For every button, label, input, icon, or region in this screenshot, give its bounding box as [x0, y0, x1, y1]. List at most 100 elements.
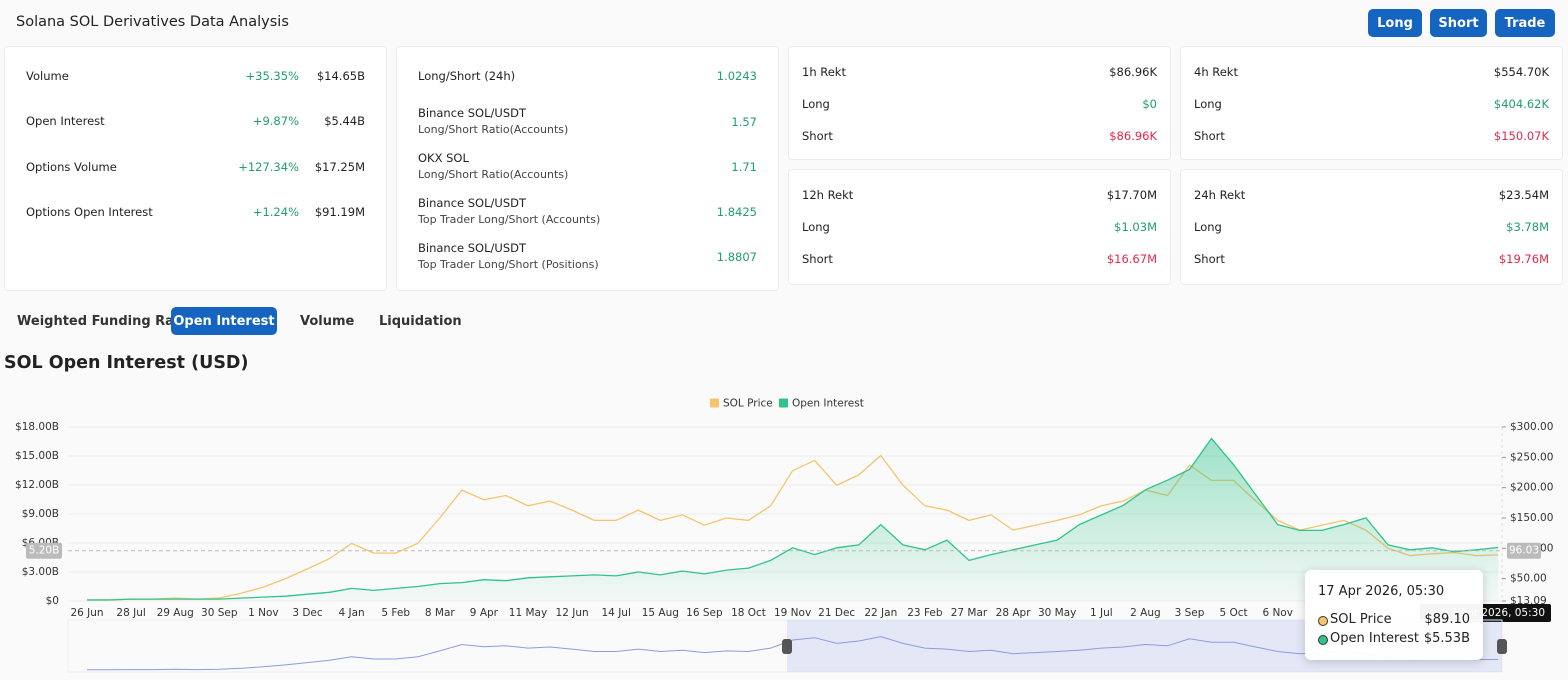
- rekt-short: $19.76M: [1498, 252, 1549, 266]
- y2-tick-label: $250.00: [1510, 451, 1553, 463]
- ratio-sublabel: Top Trader Long/Short (Positions): [418, 258, 599, 271]
- rekt-short-label: Short: [802, 252, 833, 266]
- stat-value: $17.25M: [314, 159, 365, 174]
- tooltip-dot: [1318, 635, 1328, 645]
- legend-swatch: [779, 398, 788, 408]
- rekt-long-label: Long: [1194, 97, 1222, 111]
- ratio-label: Binance SOL/USDT: [418, 106, 526, 120]
- tooltip-name: Open Interest: [1330, 631, 1419, 646]
- crosshair-label: 5.20B: [29, 545, 60, 557]
- rekt-title: 12h Rekt: [802, 188, 854, 202]
- stat-value: $14.65B: [316, 69, 365, 83]
- ratio-sublabel: Long/Short Ratio(Accounts): [418, 168, 569, 181]
- rekt-title: 1h Rekt: [802, 65, 846, 79]
- rekt-title: 24h Rekt: [1194, 188, 1246, 202]
- x-tick-label: 16 Sep: [686, 607, 723, 619]
- long-button[interactable]: Long: [1368, 9, 1422, 37]
- stats-card: Volume +35.35% $14.65B Open Interest +9.87% $…: [4, 46, 387, 291]
- x-tick-label: 28 Apr: [996, 607, 1032, 619]
- y-tick-label: $15.00B: [15, 450, 59, 462]
- x-tick-label: 12 Jun: [556, 607, 589, 619]
- rekt-short-label: Short: [1194, 252, 1225, 266]
- x-tick-label: 27 Mar: [951, 607, 988, 619]
- x-tick-label: 6 Nov: [1262, 607, 1293, 619]
- x-tick-label: 21 Dec: [818, 607, 855, 619]
- tooltip: 17 Apr 2026, 05:30 SOL Price $89.10 Open I…: [1305, 570, 1483, 660]
- rekt-total: $23.54M: [1498, 188, 1549, 202]
- rekt-short-label: Short: [1194, 129, 1225, 143]
- rekt-long: $404.62K: [1493, 97, 1549, 111]
- x-tick-label: 29 Aug: [157, 607, 194, 619]
- legend-label: Open Interest: [792, 398, 864, 410]
- y-tick-label: $0: [46, 595, 59, 607]
- x-tick-label: 5 Feb: [381, 607, 410, 619]
- x-tick-label: 22 Jan: [864, 607, 897, 619]
- ratio-value: 1.57: [731, 115, 757, 129]
- navigator-handle: [782, 639, 792, 654]
- y-tick-label: $12.00B: [15, 479, 59, 491]
- tab[interactable]: Weighted Funding Rate: [17, 313, 189, 329]
- x-tick-label: 26 Jun: [70, 607, 103, 619]
- x-tick-label: 15 Aug: [642, 607, 679, 619]
- x-tick-label: 30 Sep: [201, 607, 238, 619]
- crosshair-box: [26, 542, 62, 559]
- ratio-label: Long/Short (24h): [418, 69, 516, 83]
- tooltip-dot: [1318, 616, 1328, 626]
- rekt-total: $86.96K: [1109, 65, 1157, 79]
- stat-change: +9.87%: [252, 114, 299, 129]
- stat-change: +35.35%: [245, 69, 300, 83]
- rekt-long-label: Long: [802, 220, 830, 234]
- x-tick-label: 1 Jul: [1090, 607, 1113, 619]
- ratio-sublabel: Long/Short Ratio(Accounts): [418, 123, 569, 136]
- short-button[interactable]: Short: [1430, 9, 1487, 37]
- x-tick-label: 30 May: [1038, 607, 1076, 619]
- ratio-label: OKX SOL: [418, 151, 469, 165]
- y2-tick-label: $300.00: [1510, 421, 1553, 433]
- stat-value: $91.19M: [314, 204, 365, 219]
- ratio-value: 1.71: [731, 160, 757, 174]
- chart-title: SOL Open Interest (USD): [4, 353, 249, 373]
- tab[interactable]: Volume: [300, 313, 355, 329]
- x-tick-label: 19 Nov: [774, 607, 811, 619]
- ratio-sublabel: Top Trader Long/Short (Accounts): [418, 213, 601, 226]
- stat-label: Volume: [26, 69, 69, 83]
- crosshair-box: [1507, 542, 1541, 559]
- area: [87, 438, 1499, 601]
- rekt-card: 12h Rekt $17.70M Long $1.03M Short $16.67M: [788, 169, 1171, 285]
- rekt-short: $86.96K: [1109, 129, 1157, 143]
- navigator-handle: [1497, 639, 1507, 654]
- x-tick-label: 23 Feb: [907, 607, 943, 619]
- page-title: Solana SOL Derivatives Data Analysis: [16, 14, 289, 30]
- x-tick-label: 11 May: [509, 607, 547, 619]
- ratio-card: Long/Short (24h) 1.0243 Binance SOL/USDT Lo…: [396, 46, 779, 291]
- ratio-label: Binance SOL/USDT: [418, 241, 526, 255]
- tooltip-value: $5.53B: [1423, 631, 1470, 646]
- tab-active[interactable]: Open Interest: [171, 307, 277, 335]
- stat-value: $5.44B: [324, 114, 365, 129]
- y-tick-label: $9.00B: [22, 508, 59, 520]
- rekt-short: $150.07K: [1493, 129, 1549, 143]
- x-tick-label: 28 Jul: [116, 607, 145, 619]
- rekt-title: 4h Rekt: [1194, 65, 1238, 79]
- x-tick-label: 14 Jul: [602, 607, 631, 619]
- rekt-long: $1.03M: [1114, 220, 1157, 234]
- tab[interactable]: Liquidation: [379, 313, 462, 329]
- y2-tick-label: $50.00: [1510, 573, 1547, 585]
- crosshair-y2-label: 96.03: [1509, 545, 1539, 557]
- rekt-short-label: Short: [802, 129, 833, 143]
- rekt-long-label: Long: [802, 97, 830, 111]
- rekt-long: $0: [1142, 97, 1157, 111]
- rekt-card: 24h Rekt $23.54M Long $3.78M Short $19.76M: [1180, 169, 1563, 285]
- trade-button[interactable]: Trade: [1495, 9, 1555, 37]
- tooltip-value: $89.10: [1424, 612, 1471, 627]
- ratio-value: 1.8425: [716, 205, 757, 219]
- x-tick-label: 5 Oct: [1220, 607, 1248, 619]
- ratio-label: Binance SOL/USDT: [418, 196, 526, 210]
- x-tick-label: 3 Sep: [1175, 607, 1205, 619]
- y-tick-label: $18.00B: [15, 421, 59, 433]
- tooltip-title: 17 Apr 2026, 05:30: [1318, 584, 1445, 599]
- rekt-total: $17.70M: [1106, 188, 1157, 202]
- ratio-value: 1.8807: [716, 250, 757, 264]
- stat-label: Options Volume: [26, 159, 117, 174]
- x-tick-label: 2 Aug: [1130, 607, 1161, 619]
